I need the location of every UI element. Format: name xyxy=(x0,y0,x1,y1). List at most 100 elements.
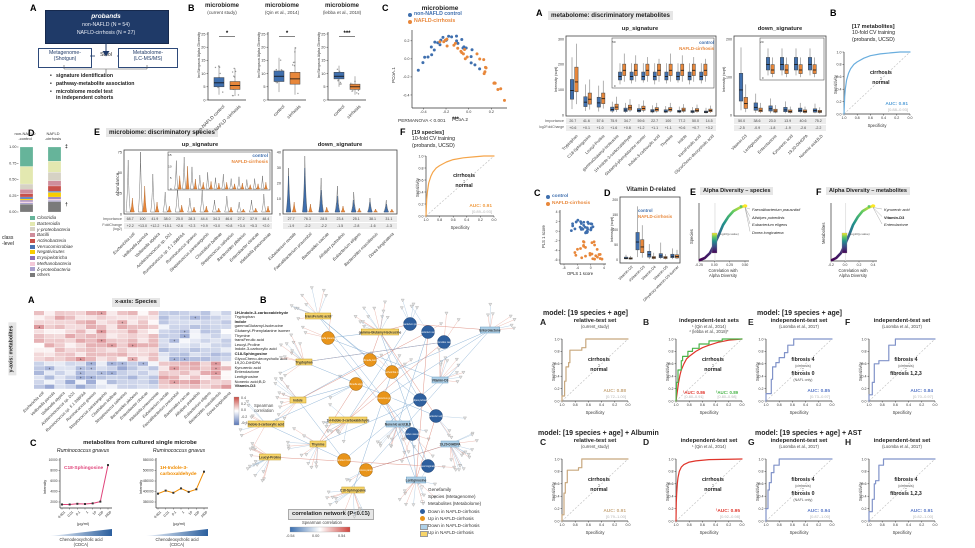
box xyxy=(753,102,758,111)
vitamind-title: Vitamin D-related xyxy=(626,187,676,193)
importance-value: 100 xyxy=(665,119,672,123)
svg-text:0.6: 0.6 xyxy=(451,218,456,222)
panel-label-a: A xyxy=(540,317,547,327)
box xyxy=(641,71,646,81)
metabolite-node xyxy=(259,453,281,461)
svg-text:20: 20 xyxy=(321,46,325,50)
legend-swatch xyxy=(30,244,35,249)
svg-text:+: + xyxy=(132,344,134,348)
model-header-3: model: [19 species + age] + Albumin xyxy=(538,430,659,437)
gradient-legend-label: -log10(p-value) xyxy=(718,232,739,237)
importance-value: 76.3 xyxy=(303,217,311,221)
importance-value: 50.0 xyxy=(692,119,700,123)
svg-text:0.4: 0.4 xyxy=(713,523,718,527)
roc-plot: 0.01.00.20.80.40.60.60.40.80.21.00.0 xyxy=(759,337,835,407)
roc-title: relative-test set xyxy=(573,318,617,324)
legend-shape-glyph: ▭ xyxy=(420,499,425,505)
svg-text:0.2: 0.2 xyxy=(862,387,867,391)
roc-subtitle: (Loomba et al., 2017) xyxy=(779,324,819,329)
svg-text:0.6: 0.6 xyxy=(893,523,898,527)
svg-text:5: 5 xyxy=(170,176,172,180)
svg-text:0.8: 0.8 xyxy=(573,523,578,527)
legend-status-label: Up in NAFLD-cirrhosis xyxy=(428,529,474,535)
panel-label-3f: F xyxy=(816,187,822,197)
species-node xyxy=(437,335,451,349)
svg-text:15: 15 xyxy=(321,59,325,63)
roc-subtitle: (Loomba et al., 2017) xyxy=(779,444,819,449)
correlation-network: transFerulic acid gamma-Glutamyl-Isoleuci… xyxy=(238,286,517,519)
culture-title: metabolites from cultured single microbe xyxy=(83,440,197,446)
roc-title: independent-test set xyxy=(873,438,931,444)
svg-text:*: * xyxy=(226,31,229,37)
fold-value: +1.0 xyxy=(596,126,604,130)
svg-text:0.0: 0.0 xyxy=(626,403,631,407)
svg-text:4: 4 xyxy=(603,266,605,270)
roc-annotation: cirrhosis xyxy=(701,476,724,483)
svg-text:Indole-3-carboxylic acid: Indole-3-carboxylic acid xyxy=(248,422,284,426)
y-axis-label: Abundance xyxy=(115,172,120,196)
svg-text:0.2: 0.2 xyxy=(759,507,764,511)
roc-title: relative-test set xyxy=(573,438,617,444)
svg-text:Alistipes putredinis: Alistipes putredinis xyxy=(409,399,431,402)
panel-label-2b: B xyxy=(260,295,267,305)
svg-text:0.50: 0.50 xyxy=(742,263,749,267)
importance-value: 14.5 xyxy=(705,119,713,123)
panel-label-g: G xyxy=(748,437,755,447)
svg-text:0.0: 0.0 xyxy=(759,519,764,523)
svg-text:0.0: 0.0 xyxy=(843,263,848,267)
heatmap-row-label: Enterolactone xyxy=(234,369,260,375)
x-axis-label: Specificity xyxy=(789,530,809,535)
alpha-annotation: Enterolactone xyxy=(884,222,909,227)
svg-text:0: 0 xyxy=(120,212,122,216)
importance-value: 38.1 xyxy=(369,217,377,221)
metabolite-node xyxy=(361,328,399,336)
svg-text:10: 10 xyxy=(261,72,265,76)
importance-value: 34.7 xyxy=(623,119,631,123)
svg-text:0.2: 0.2 xyxy=(857,263,862,267)
svg-text:0.0: 0.0 xyxy=(740,523,745,527)
svg-text:50: 50 xyxy=(614,243,618,247)
svg-text:19,20-DiHDPA: 19,20-DiHDPA xyxy=(439,442,461,446)
roc-header-1: [19 species] xyxy=(412,130,445,136)
panel-label-b: B xyxy=(643,317,650,327)
svg-text:1.0: 1.0 xyxy=(842,116,847,120)
svg-text:300: 300 xyxy=(558,37,564,41)
roc-subtitle: (current_study) xyxy=(580,444,610,449)
fold-row xyxy=(566,125,716,131)
fold-row xyxy=(283,223,397,229)
heatmap-row-label: Leucyl-Proline xyxy=(234,341,260,347)
auc-value: AUC: 0.88 xyxy=(603,389,626,394)
svg-text:-0.2: -0.2 xyxy=(828,263,834,267)
box xyxy=(652,71,657,81)
svg-text:+: + xyxy=(90,367,92,371)
fold-value: -1.9 xyxy=(288,224,295,228)
box xyxy=(738,73,744,102)
importance-value: 25.0 xyxy=(175,217,183,221)
svg-text:25: 25 xyxy=(118,192,122,196)
fold-value: -2.5 xyxy=(738,126,745,130)
svg-text:+: + xyxy=(184,330,186,334)
y-axis-label: Species xyxy=(689,229,694,244)
fold-value: -1.5 xyxy=(336,224,344,228)
legend-swatch xyxy=(30,238,35,243)
metabolome-box: Metabolome- (LC-MS/MS) xyxy=(118,48,178,68)
roc-plot: 0.01.00.20.80.40.60.60.40.80.21.00.0 xyxy=(555,337,631,407)
svg-text:0.8: 0.8 xyxy=(419,166,424,170)
svg-text:+: + xyxy=(80,367,82,371)
fold-label: log2FoldChange xyxy=(539,125,564,129)
svg-text:15: 15 xyxy=(261,59,265,63)
svg-text:0.8: 0.8 xyxy=(862,470,867,474)
roc-annotation: cirrhosis xyxy=(587,476,610,483)
boxplot-title: microbiome xyxy=(204,3,239,9)
panel-label-3d: D xyxy=(604,188,611,198)
importance-row xyxy=(566,118,716,124)
culture-metabolite-label: 1H-Indole-3- carboxaldehyde xyxy=(160,466,197,477)
species-node xyxy=(321,331,335,345)
svg-text:500000: 500000 xyxy=(143,469,154,473)
fold-value: +0.7 xyxy=(691,126,700,130)
roc-annotation: fibrosis 4 xyxy=(791,476,815,483)
svg-text:+: + xyxy=(101,339,103,343)
svg-text:Dorea longicatena: Dorea longicatena xyxy=(418,465,438,468)
y-axis-label: Sensitivity xyxy=(665,482,670,501)
panel-label-2c: C xyxy=(30,438,37,448)
